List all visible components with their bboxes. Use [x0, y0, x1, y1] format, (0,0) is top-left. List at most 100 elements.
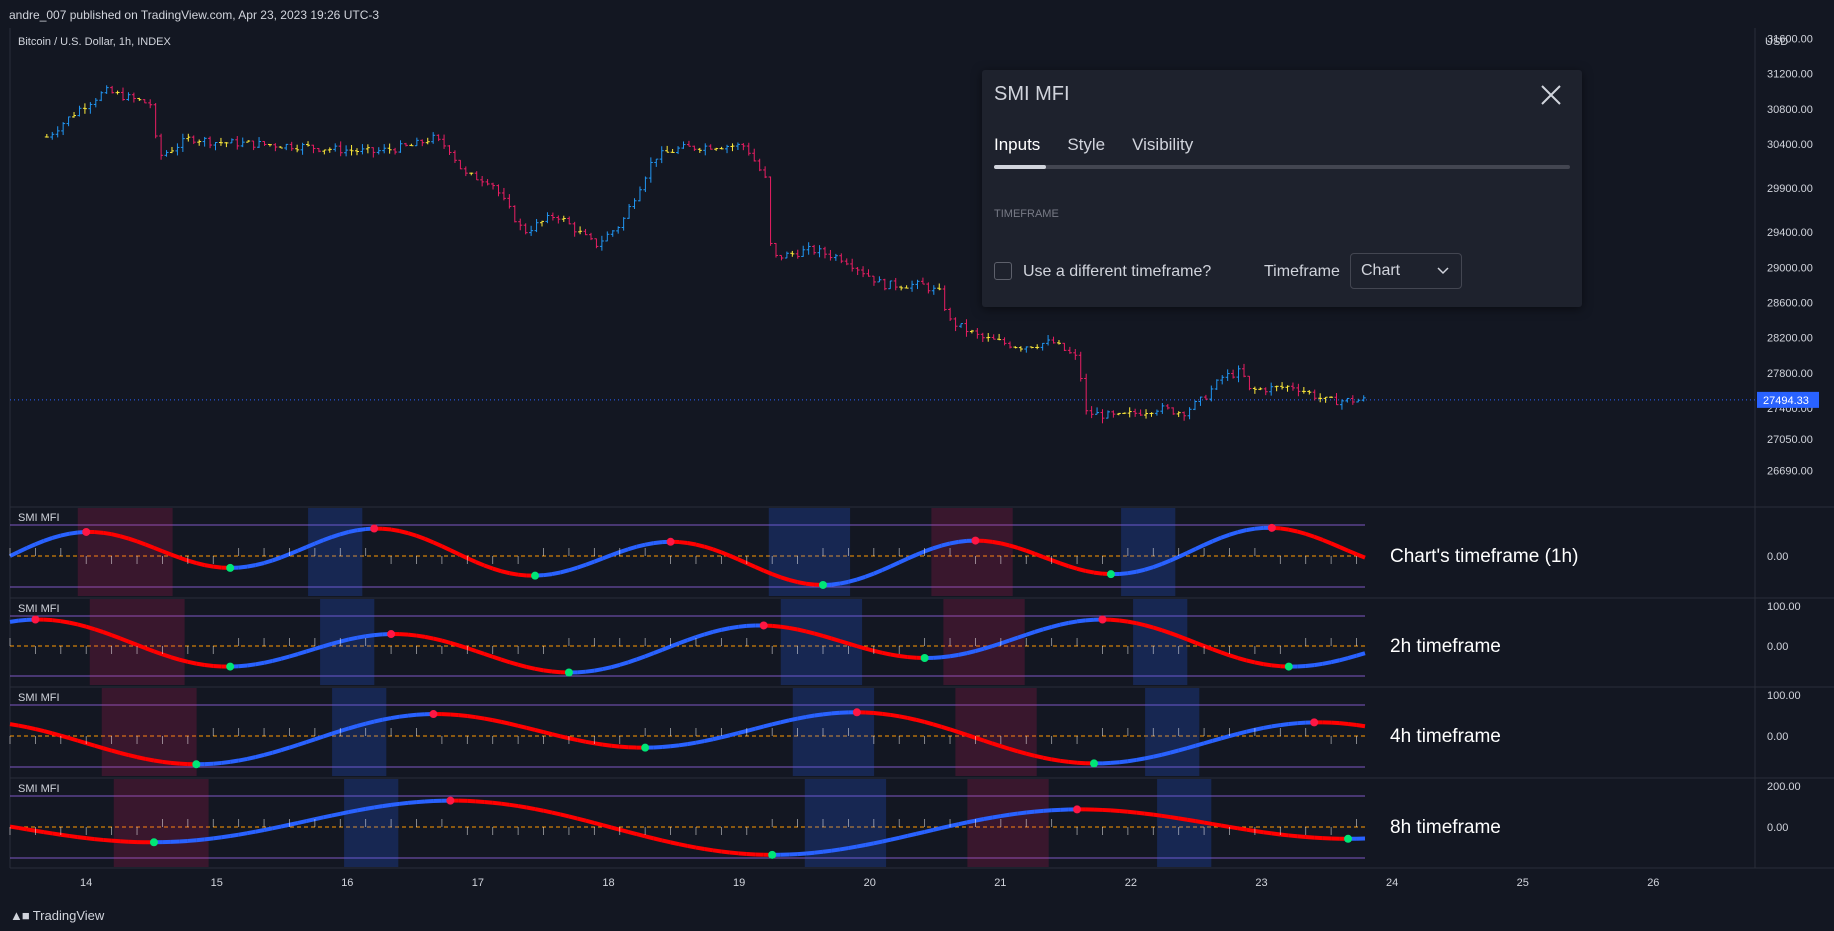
smi-segment	[51, 731, 62, 738]
time-tick-label: 15	[211, 877, 223, 889]
smi-segment	[703, 544, 714, 552]
symbol-title: Bitcoin / U.S. Dollar, 1h, INDEX	[18, 36, 171, 48]
smi-segment	[1339, 721, 1349, 726]
smi-segment	[1076, 618, 1086, 624]
cross-up-dot	[768, 850, 777, 859]
smi-segment	[339, 726, 350, 733]
smi-segment	[1305, 531, 1315, 539]
smi-segment	[68, 620, 79, 627]
smi-segment	[983, 738, 994, 746]
smi-segment	[390, 801, 400, 807]
smi-segment	[873, 711, 883, 716]
smi-segment	[1211, 535, 1222, 544]
smi-segment	[847, 641, 858, 649]
smi-segment	[593, 667, 604, 673]
tradingview-logo[interactable]: ▲■ TradingView	[10, 908, 104, 923]
tab-style[interactable]: Style	[1067, 135, 1106, 154]
time-tick-label: 21	[994, 877, 1006, 889]
smi-segment	[593, 820, 604, 828]
pane-title: SMI MFI	[18, 692, 60, 704]
smi-segment	[1076, 566, 1087, 573]
indicator-settings-dialog[interactable]: SMI MFI Inputs Style Visibility TIMEFRAM…	[982, 70, 1582, 307]
smi-segment	[864, 646, 875, 653]
price-tick-label: 29900.00	[1767, 183, 1813, 195]
smi-segment	[1144, 565, 1154, 572]
cross-down-dot	[1073, 805, 1082, 814]
smi-segment	[1051, 757, 1061, 763]
regime-zone	[77, 508, 173, 596]
smi-segment	[611, 743, 620, 749]
smi-segment	[594, 741, 604, 747]
smi-segment	[619, 660, 629, 667]
smi-segment	[712, 848, 722, 854]
tab-visibility[interactable]: Visibility	[1132, 135, 1194, 154]
smi-segment	[60, 619, 70, 625]
smi-segment	[678, 540, 688, 545]
smi-segment	[288, 652, 299, 659]
smi-segment	[77, 835, 87, 841]
smi-segment	[941, 824, 951, 830]
smi-segment	[1263, 830, 1273, 836]
smi-segment	[1127, 809, 1137, 815]
smi-segment	[602, 553, 612, 561]
smi-segment	[788, 625, 798, 632]
smi-segment	[1322, 660, 1332, 666]
tab-active-indicator	[994, 165, 1046, 169]
smi-segment	[509, 660, 519, 667]
smi-segment	[1135, 567, 1146, 574]
smi-segment	[949, 822, 959, 829]
smi-segment	[898, 833, 909, 840]
smi-segment	[1212, 822, 1222, 828]
smi-segment	[1034, 753, 1044, 760]
tab-inputs[interactable]: Inputs	[994, 135, 1041, 154]
different-timeframe-checkbox[interactable]	[994, 262, 1012, 280]
smi-segment	[314, 644, 324, 651]
smi-segment	[974, 646, 985, 653]
smi-segment	[568, 736, 578, 743]
smi-segment	[602, 823, 612, 830]
smi-segment	[881, 564, 892, 572]
smi-segment	[1186, 743, 1197, 751]
smi-segment	[737, 557, 748, 565]
smi-segment	[923, 546, 934, 554]
smi-segment	[517, 572, 527, 578]
regime-zone	[792, 688, 875, 776]
smi-segment	[322, 731, 333, 739]
smi-segment	[644, 834, 655, 841]
smi-segment	[932, 826, 943, 832]
checkbox-label[interactable]: Use a different timeframe?	[1023, 263, 1212, 280]
smi-segment	[831, 710, 841, 716]
smi-segment	[881, 837, 892, 844]
smi-segment	[1356, 723, 1366, 729]
price-chart[interactable]: Bitcoin / U.S. Dollar, 1h, INDEX USD31600…	[0, 28, 1834, 901]
cross-up-dot	[564, 668, 573, 677]
smi-segment	[500, 801, 510, 807]
smi-segment	[26, 542, 37, 550]
cross-up-dot	[819, 580, 827, 589]
smi-segment	[365, 633, 375, 639]
smi-segment	[68, 530, 79, 536]
smi-segment	[636, 832, 646, 839]
smi-segment	[466, 646, 477, 653]
smi-segment	[898, 714, 909, 720]
smi-segment	[424, 634, 434, 641]
smi-segment	[992, 539, 1002, 546]
smi-segment	[144, 542, 155, 550]
smi-segment	[1220, 734, 1231, 741]
smi-segment	[738, 851, 747, 856]
smi-segment	[670, 743, 680, 749]
regime-zone	[308, 508, 363, 596]
smi-segment	[1050, 558, 1061, 566]
smi-segment	[127, 536, 138, 544]
smi-segment	[1254, 829, 1264, 835]
smi-segment	[1263, 724, 1273, 730]
smi-segment	[475, 560, 486, 568]
smi-segment	[475, 799, 485, 804]
smi-segment	[941, 654, 951, 660]
cross-up-dot	[1344, 834, 1353, 843]
smi-segment	[924, 720, 934, 727]
close-icon[interactable]	[1538, 82, 1564, 108]
regime-zone	[1145, 688, 1200, 776]
smi-segment	[305, 541, 316, 549]
timeframe-select[interactable]: Chart	[1350, 253, 1462, 289]
